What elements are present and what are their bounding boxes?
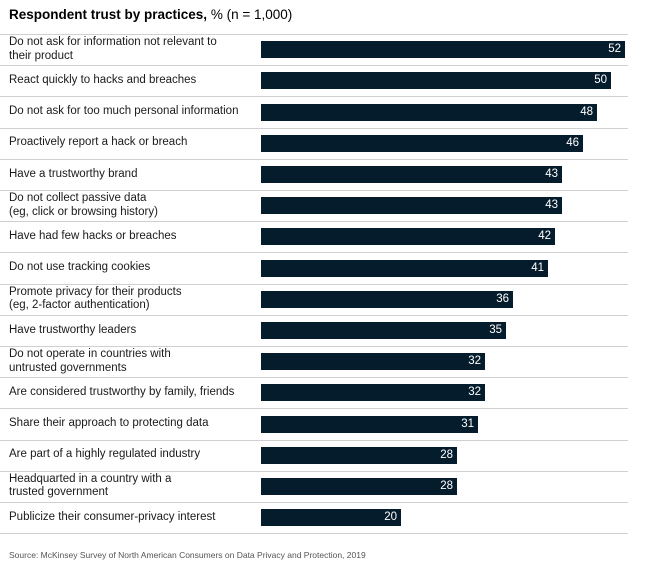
- row-divider: [0, 96, 628, 98]
- row-divider: [0, 65, 628, 67]
- bar: [261, 477, 457, 495]
- row-divider: [0, 346, 628, 347]
- source-note: Source: McKinsey Survey of North America…: [9, 550, 366, 560]
- row-divider: [0, 533, 628, 535]
- bar: [261, 165, 562, 183]
- category-label: Do not collect passive data (eg, click o…: [9, 192, 158, 218]
- bar: [261, 41, 625, 59]
- category-label: Are considered trustworthy by family, fr…: [9, 386, 235, 399]
- bar: [261, 259, 548, 277]
- bar-value-label: 48: [580, 105, 593, 118]
- bar-value-label: 43: [545, 199, 558, 212]
- category-label: Promote privacy for their products (eg, …: [9, 285, 182, 312]
- bar: [261, 415, 478, 433]
- row-divider: [0, 502, 628, 503]
- category-label: React quickly to hacks and breaches: [9, 74, 197, 87]
- row-divider: [0, 439, 628, 441]
- row-divider: [0, 377, 628, 379]
- bar: [261, 353, 485, 371]
- row-divider: [0, 127, 628, 129]
- row-divider: [0, 252, 628, 254]
- bar-value-label: 46: [566, 136, 579, 149]
- bar: [261, 103, 597, 121]
- row-divider: [0, 190, 628, 191]
- category-label: Publicize their consumer-privacy interes…: [9, 510, 216, 523]
- row-divider: [0, 314, 628, 316]
- bar: [261, 72, 611, 90]
- category-label: Are part of a highly regulated industry: [9, 448, 201, 461]
- category-label: Have a trustworthy brand: [9, 167, 138, 180]
- bar: [261, 321, 506, 339]
- category-label: Do not use tracking cookies: [9, 261, 151, 274]
- category-label: Do not operate in countries with untrust…: [9, 348, 171, 374]
- category-label: Headquarted in a country with a trusted …: [9, 472, 172, 499]
- bar-value-label: 43: [545, 167, 558, 180]
- bar: [261, 384, 485, 402]
- category-label: Share their approach to protecting data: [9, 417, 209, 430]
- chart-title-subtitle: % (n = 1,000): [210, 7, 293, 22]
- row-divider: [0, 408, 628, 410]
- bar: [261, 509, 401, 527]
- category-label: Do not ask for information not relevant …: [9, 36, 217, 62]
- chart-title: Respondent trust by practices, % (n = 1,…: [9, 6, 292, 24]
- bar: [261, 290, 513, 308]
- bar-value-label: 28: [440, 448, 453, 461]
- bar: [261, 197, 562, 215]
- bar-value-label: 32: [468, 355, 481, 368]
- bar-value-label: 36: [496, 292, 509, 305]
- row-divider: [0, 158, 628, 160]
- row-divider: [0, 283, 628, 285]
- bar: [261, 446, 457, 464]
- bar-value-label: 50: [594, 74, 607, 87]
- row-divider: [0, 221, 628, 223]
- bar-value-label: 52: [608, 43, 621, 56]
- category-label: Proactively report a hack or breach: [9, 136, 188, 149]
- category-label: Have had few hacks or breaches: [9, 230, 177, 243]
- bar-value-label: 20: [384, 511, 397, 524]
- bar-value-label: 35: [489, 323, 502, 336]
- bar-value-label: 41: [531, 261, 544, 274]
- bar-value-label: 28: [440, 479, 453, 492]
- chart-title-main: Respondent trust by practices,: [9, 7, 208, 22]
- bar: [261, 228, 555, 246]
- category-label: Have trustworthy leaders: [9, 323, 137, 336]
- bar-value-label: 32: [468, 386, 481, 399]
- category-label: Do not ask for too much personal informa…: [9, 105, 239, 118]
- row-divider: [0, 470, 628, 472]
- bar-value-label: 42: [538, 230, 551, 243]
- bar: [261, 134, 583, 152]
- row-divider: [0, 34, 628, 35]
- bar-value-label: 31: [461, 417, 474, 430]
